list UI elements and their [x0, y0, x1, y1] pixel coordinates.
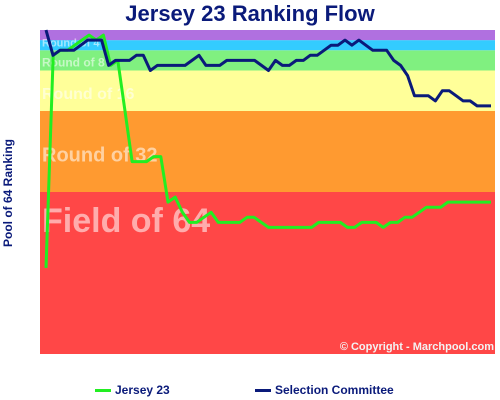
chart-title: Jersey 23 Ranking Flow: [125, 1, 375, 26]
series-lines: [44, 29, 491, 268]
band-label: Round of 32: [42, 145, 158, 167]
ranking-bands: [40, 30, 495, 354]
band-label: Round of 8: [42, 55, 105, 69]
band-field-of-64: [40, 192, 495, 354]
series-line-selection-committee: [44, 29, 491, 108]
legend-swatch: [95, 388, 111, 392]
copyright-text: © Copyright - Marchpool.com: [340, 341, 494, 353]
band-label: Round of 16: [42, 86, 135, 103]
legend-label: Jersey 23: [115, 383, 170, 397]
band-label: Field of 64: [42, 202, 210, 240]
legend-item-jersey-23: Jersey 23: [95, 383, 170, 397]
series-line-jersey-23: [44, 33, 491, 268]
band-round-of-8: [40, 50, 495, 71]
band-top: [40, 30, 495, 41]
legend-label: Selection Committee: [275, 383, 394, 397]
band-round-of-4: [40, 40, 495, 51]
band-round-of-16: [40, 70, 495, 111]
legend-item-selection-committee: Selection Committee: [255, 383, 394, 397]
legend-swatch: [255, 388, 271, 392]
band-round-of-32: [40, 111, 495, 192]
band-labels: Field of 64 Round of 32 Round of 16 Round o…: [42, 37, 210, 240]
